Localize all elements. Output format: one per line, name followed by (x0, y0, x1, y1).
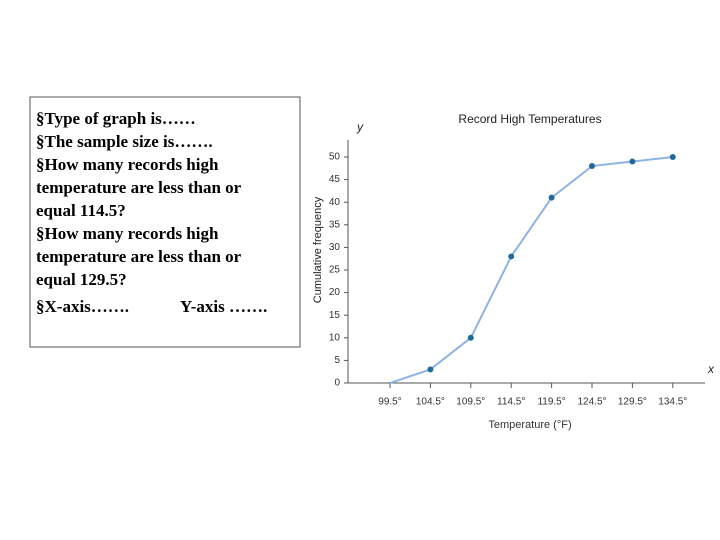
chart-title: Record High Temperatures (458, 112, 601, 126)
x-tick-label: 129.5° (618, 397, 647, 408)
y-tick-label: 25 (329, 265, 341, 276)
y-tick-label: 5 (334, 355, 340, 366)
text-line: equal 114.5? (36, 201, 126, 220)
y-tick-label: 30 (329, 242, 341, 253)
x-axis-label: Temperature (°F) (488, 419, 571, 431)
x-tick-label: 119.5° (537, 397, 565, 408)
text-line: §How many records high (36, 155, 219, 174)
text-line: Y-axis ……. (180, 297, 267, 316)
y-axis-letter: y (356, 120, 364, 134)
x-tick-label: 109.5° (456, 397, 485, 408)
text-line: §X-axis……. (36, 297, 129, 316)
text-line: §The sample size is……. (36, 132, 213, 151)
text-line: §How many records high (36, 224, 219, 243)
line (389, 156, 673, 384)
y-tick-label: 45 (329, 174, 341, 185)
point (629, 158, 636, 165)
x-tick-label: 134.5° (658, 397, 687, 408)
y-tick-label: 35 (329, 219, 341, 230)
y-tick-label: 40 (329, 197, 341, 208)
point (669, 154, 676, 160)
text-box (29, 96, 301, 348)
x-tick-label: 124.5° (577, 397, 606, 408)
text-line: §Type of graph is…… (36, 109, 196, 128)
point (548, 194, 555, 201)
text-line: equal 129.5? (36, 270, 127, 289)
x-tick-label: 114.5° (497, 397, 525, 408)
point (467, 334, 474, 341)
y-tick-label: 10 (329, 332, 341, 343)
point (508, 253, 515, 260)
x-tick-label: 104.5° (416, 397, 445, 408)
point (427, 366, 434, 373)
text-line: temperature are less than or (36, 178, 242, 197)
point (589, 163, 595, 170)
x-tick-label: 99.5° (378, 397, 401, 408)
y-tick-label: 15 (329, 310, 341, 321)
text-line: temperature are less than or (36, 247, 242, 266)
y-tick-label: 0 (334, 378, 340, 389)
x-axis-letter: x (707, 362, 715, 376)
y-tick-label: 50 (329, 152, 341, 163)
y-axis-label: Cumulative frequency (312, 196, 324, 303)
y-tick-label: 20 (329, 287, 341, 298)
